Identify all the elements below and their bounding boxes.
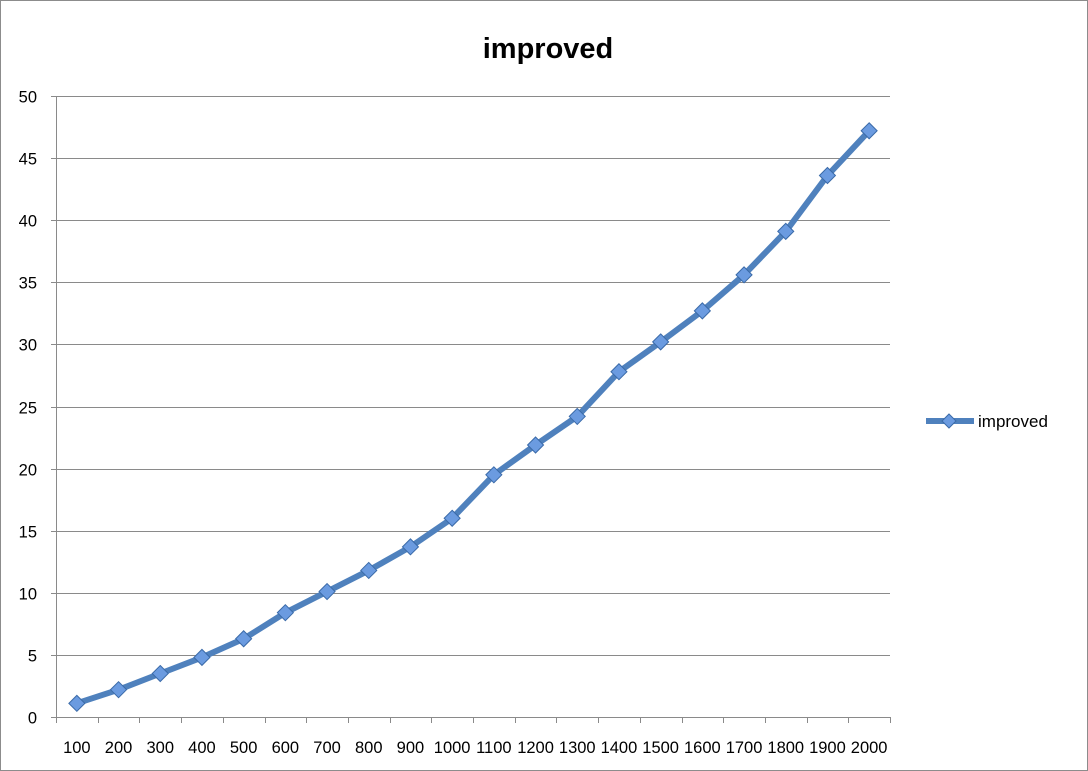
x-tick-label: 100 [63, 739, 91, 757]
x-tick-label: 1300 [559, 739, 596, 757]
x-tick-label: 1200 [517, 739, 554, 757]
y-tick-label: 30 [19, 337, 37, 355]
x-tick-label: 1400 [601, 739, 638, 757]
data-point-marker [276, 603, 295, 622]
data-point-marker [401, 538, 420, 556]
x-tick-label: 1600 [684, 739, 721, 757]
data-point-marker [777, 222, 795, 241]
x-tick-label: 1500 [642, 739, 679, 757]
x-tick-label: 1000 [434, 739, 471, 757]
x-tick-label: 500 [230, 739, 258, 757]
y-tick-label: 45 [19, 151, 37, 169]
data-point-marker [485, 466, 503, 484]
series-line-improved [73, 127, 873, 707]
x-tick-label: 1100 [476, 739, 511, 757]
y-tick-label: 35 [19, 275, 37, 293]
data-point-marker [568, 407, 586, 426]
data-point-marker [651, 333, 670, 351]
y-tick-label: 15 [19, 524, 37, 542]
data-point-marker [693, 302, 712, 320]
x-tick-label: 1800 [767, 739, 804, 757]
chart-title: improved [483, 33, 614, 65]
y-tick-label: 0 [28, 710, 37, 728]
y-tick-label: 40 [19, 213, 37, 231]
y-tick-label: 50 [19, 89, 37, 107]
x-tick-label: 800 [355, 739, 383, 757]
y-tick-label: 25 [19, 400, 37, 418]
x-tick-label: 300 [146, 739, 174, 757]
data-point-marker [318, 582, 336, 601]
y-tick-label: 20 [19, 462, 37, 480]
x-tick-label: 400 [188, 739, 216, 757]
series-layer [68, 122, 878, 713]
x-tick-label: 1700 [726, 739, 763, 757]
data-point-marker [151, 664, 169, 683]
axes [51, 96, 891, 723]
x-axis-tick-labels: 100 200 300 400 500 600 700 800 900 1000 1100 1200 1… [63, 739, 887, 757]
data-point-marker [360, 561, 378, 580]
x-tick-label: 600 [272, 739, 300, 757]
data-point-marker [234, 630, 253, 648]
y-axis-tick-labels: 0 5 10 15 20 25 30 35 40 45 50 [19, 89, 37, 728]
y-tick-label: 10 [19, 586, 37, 604]
legend: improved [926, 412, 1048, 431]
data-point-marker [109, 680, 128, 699]
y-tick-label: 5 [28, 648, 37, 666]
data-point-marker [443, 509, 461, 527]
legend-marker [941, 413, 957, 429]
x-tick-label: 1900 [809, 739, 846, 757]
data-point-marker [68, 694, 86, 713]
data-point-marker [526, 436, 545, 454]
data-point-marker [193, 648, 211, 667]
data-point-marker [610, 363, 628, 381]
data-point-marker [860, 122, 878, 140]
x-tick-label: 2000 [851, 739, 888, 757]
gridlines [56, 96, 890, 656]
x-tick-label: 700 [313, 739, 341, 757]
data-point-marker [735, 266, 753, 284]
x-tick-label: 200 [105, 739, 133, 757]
legend-label: improved [978, 412, 1048, 431]
data-point-marker [818, 166, 837, 185]
x-tick-label: 900 [397, 739, 425, 757]
